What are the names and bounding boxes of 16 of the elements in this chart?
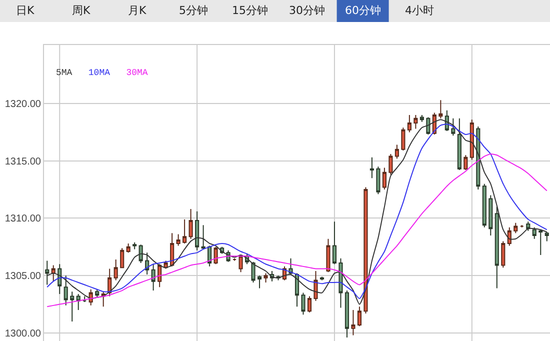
text: 15分钟 <box>232 4 268 17</box>
text: 10MA <box>88 68 111 78</box>
text: 4小时 <box>405 4 434 17</box>
text: 5分钟 <box>179 4 208 17</box>
text: 30MA <box>126 68 148 78</box>
text: 月K <box>128 4 147 17</box>
text: 60分钟 <box>345 4 381 17</box>
text: 30分钟 <box>289 4 325 17</box>
y-tick-label: 1320.00 <box>4 99 42 110</box>
y-tick-label: 1310.00 <box>4 214 42 225</box>
text: 周K <box>72 4 91 17</box>
text: 5MA <box>56 68 73 78</box>
text: 日K <box>16 4 35 17</box>
y-tick-label: 1305.00 <box>4 271 42 282</box>
y-tick-label: 1300.00 <box>4 328 42 340</box>
y-tick-label: 1315.00 <box>4 156 42 168</box>
